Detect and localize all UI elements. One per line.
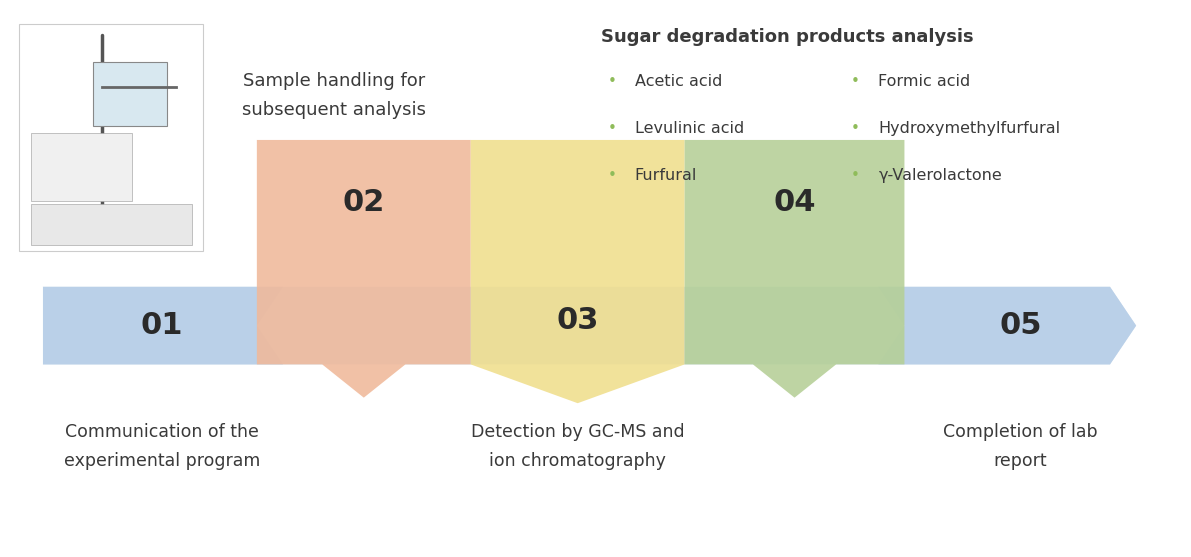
Text: Levulinic acid: Levulinic acid [635, 121, 744, 136]
Polygon shape [685, 140, 904, 398]
Text: Furfural: Furfural [635, 168, 697, 183]
FancyBboxPatch shape [31, 133, 132, 201]
Text: •: • [607, 121, 616, 136]
Text: •: • [607, 168, 616, 183]
Text: Detection by GC-MS and
ion chromatography: Detection by GC-MS and ion chromatograph… [470, 423, 685, 470]
Text: Communication of the
experimental program: Communication of the experimental progra… [63, 423, 260, 470]
Text: 02: 02 [343, 188, 385, 217]
Text: 05: 05 [999, 311, 1042, 340]
Text: •: • [850, 74, 860, 89]
Polygon shape [470, 140, 685, 403]
Text: Sample handling for
subsequent analysis: Sample handling for subsequent analysis [242, 72, 426, 119]
Text: Acetic acid: Acetic acid [635, 74, 722, 89]
FancyBboxPatch shape [31, 204, 192, 245]
Text: Formic acid: Formic acid [878, 74, 971, 89]
Text: •: • [607, 74, 616, 89]
Polygon shape [43, 287, 1136, 364]
Text: •: • [850, 168, 860, 183]
Text: Completion of lab
report: Completion of lab report [943, 423, 1098, 470]
Text: 04: 04 [773, 188, 816, 217]
FancyBboxPatch shape [19, 23, 204, 251]
Text: Sugar degradation products analysis: Sugar degradation products analysis [601, 28, 974, 46]
Text: 03: 03 [556, 306, 599, 335]
Text: γ-Valerolactone: γ-Valerolactone [878, 168, 1002, 183]
FancyBboxPatch shape [93, 62, 167, 126]
Polygon shape [878, 287, 1136, 364]
Text: 01: 01 [141, 311, 183, 340]
Polygon shape [43, 287, 283, 364]
Text: •: • [850, 121, 860, 136]
Text: Hydroxymethylfurfural: Hydroxymethylfurfural [878, 121, 1060, 136]
Polygon shape [257, 140, 470, 398]
